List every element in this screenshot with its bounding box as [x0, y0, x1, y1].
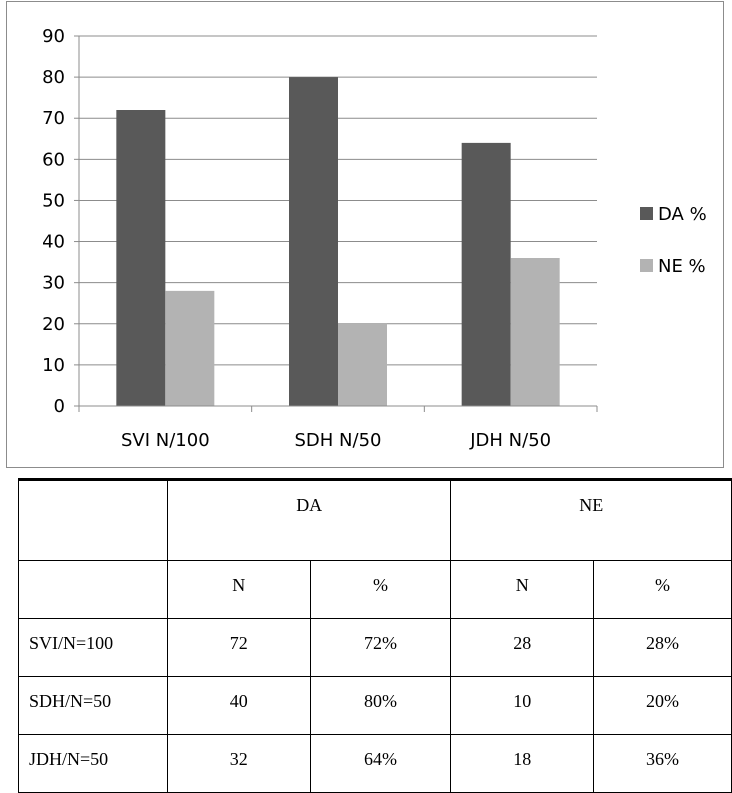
cell-da-pct: 64% [309, 734, 452, 793]
cell-da-pct: 80% [309, 676, 452, 735]
legend-swatch [640, 207, 653, 220]
bar-ne [338, 323, 387, 406]
bar-ne [165, 290, 215, 406]
cell-da-n: 32 [166, 734, 311, 793]
bar-da [289, 77, 338, 406]
legend-label: NE % [658, 256, 706, 277]
group-header-da: DA [166, 478, 452, 561]
legend-swatch [640, 259, 653, 272]
y-tick-label: 70 [42, 108, 65, 129]
legend-label: DA % [658, 204, 707, 225]
subheader-da-pct: % [309, 560, 452, 619]
subheader-ne-n: N [450, 560, 594, 619]
y-tick-label: 40 [42, 232, 65, 253]
y-tick-label: 60 [42, 149, 65, 170]
y-tick-label: 20 [42, 314, 65, 335]
chart-frame: 0 10 20 30 40 50 60 70 80 90 SVI N/100 SDH N/50 JDH … [6, 1, 724, 468]
table-row: SDH/N=50 40 80% 10 20% [18, 676, 732, 735]
subheader-ne-pct: % [592, 560, 732, 619]
bar-ne [510, 258, 560, 406]
table-header-row: DA NE [18, 478, 732, 561]
cell-ne-n: 18 [450, 734, 594, 793]
cell-da-n: 72 [166, 618, 311, 677]
row-label: SDH/N=50 [18, 676, 168, 735]
table-subheader-row: N % N % [18, 560, 732, 619]
x-tick-label: SDH N/50 [295, 430, 382, 451]
y-tick-label: 50 [42, 190, 65, 211]
cell-da-n: 40 [166, 676, 311, 735]
group-header-ne: NE [450, 478, 732, 561]
y-tick-label: 80 [42, 67, 65, 88]
cell-ne-pct: 36% [592, 734, 732, 793]
y-tick-label: 30 [42, 273, 65, 294]
cell-ne-n: 28 [450, 618, 594, 677]
row-label: SVI/N=100 [18, 618, 168, 677]
row-label: JDH/N=50 [18, 734, 168, 793]
table-corner-cell [18, 478, 168, 561]
y-tick-label: 10 [42, 355, 65, 376]
x-tick-label: SVI N/100 [121, 430, 210, 451]
subheader-da-n: N [166, 560, 311, 619]
y-tick-label: 90 [42, 26, 65, 47]
cell-ne-pct: 20% [592, 676, 732, 735]
table-subheader-blank [18, 560, 168, 619]
table-row: SVI/N=100 72 72% 28 28% [18, 618, 732, 677]
bar-da [461, 142, 511, 406]
cell-da-pct: 72% [309, 618, 452, 677]
x-tick-label: JDH N/50 [469, 430, 551, 451]
table-row: JDH/N=50 32 64% 18 36% [18, 734, 732, 793]
bar-chart: 0 10 20 30 40 50 60 70 80 90 SVI N/100 SDH N/50 JDH … [42, 26, 707, 451]
y-tick-label: 0 [54, 396, 65, 417]
cell-ne-pct: 28% [592, 618, 732, 677]
bar-da [116, 110, 166, 406]
cell-ne-n: 10 [450, 676, 594, 735]
data-table: DA NE N % N % SVI/N=100 72 72% 28 28% SD… [18, 478, 732, 793]
